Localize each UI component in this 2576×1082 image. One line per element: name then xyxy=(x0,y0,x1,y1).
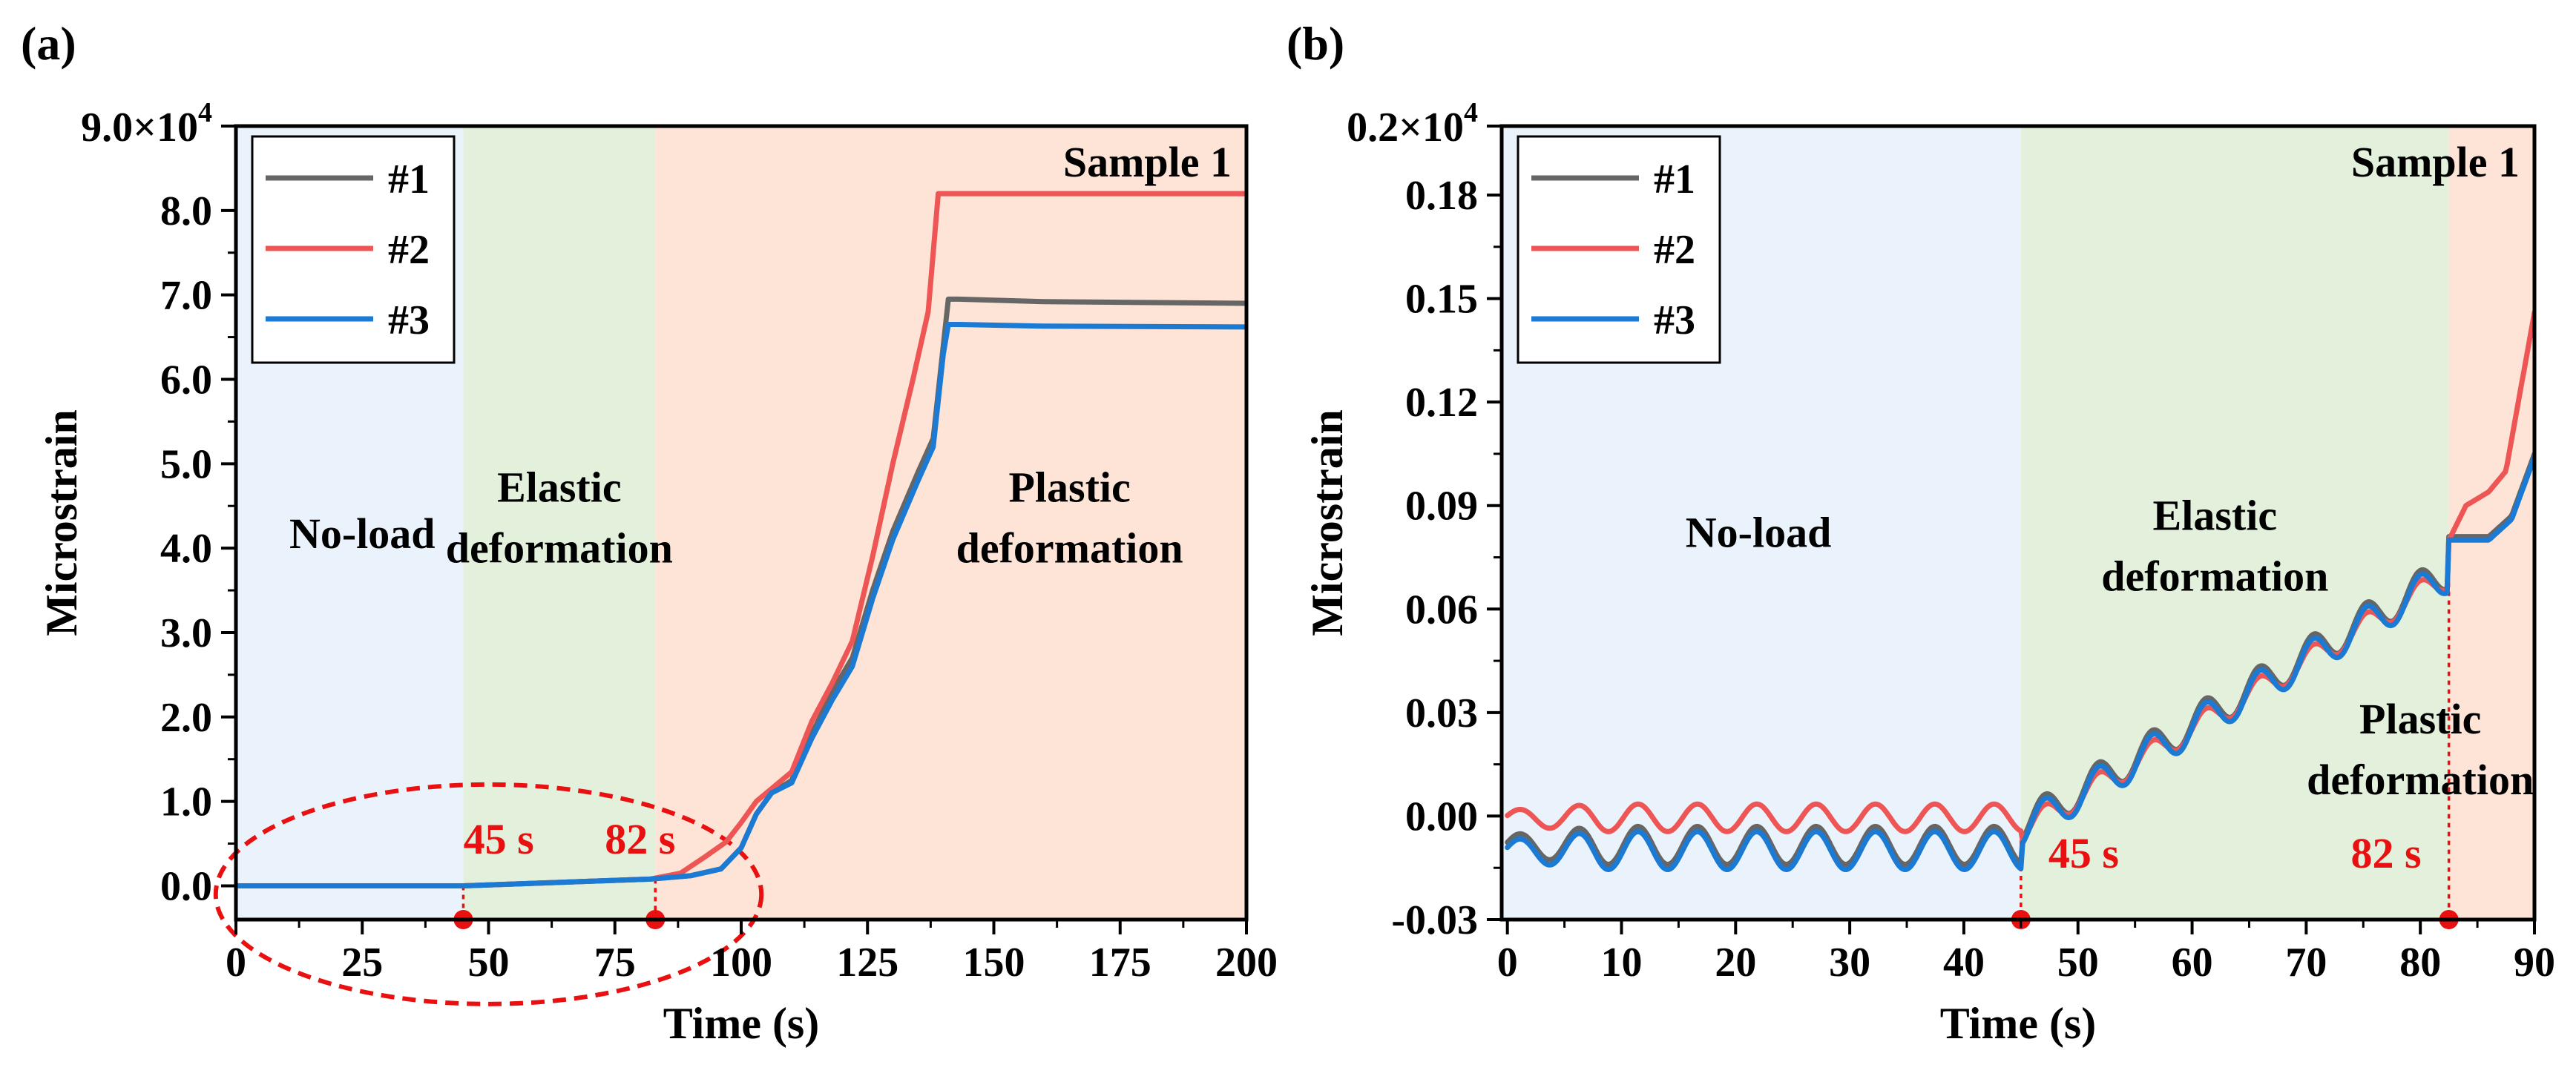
x-tick-label: 75 xyxy=(594,940,636,986)
y-tick-label: 1.0 xyxy=(160,779,212,825)
series-group xyxy=(236,191,1246,888)
x-tick-label: 80 xyxy=(2399,940,2441,986)
panel-a: No-load Elastic deformation Plastic deformat… xyxy=(21,17,1278,1048)
y-tick-label: 0.09 xyxy=(1405,484,1478,530)
y-axis-title: Microstrain xyxy=(37,409,86,636)
region-group xyxy=(1502,126,2534,920)
chart-title: Sample 1 xyxy=(1063,138,1232,186)
x-tick-label: 60 xyxy=(2172,940,2213,986)
y-tick-label: -0.03 xyxy=(1391,897,1478,943)
legend-label: #2 xyxy=(1654,227,1695,273)
y-tick-label: 4.0 xyxy=(160,526,212,572)
x-tick-label: 70 xyxy=(2285,940,2327,986)
region-label: No-load xyxy=(289,509,436,558)
series-line-2 xyxy=(236,191,1246,888)
y-tick-label: 2.0 xyxy=(160,695,212,741)
x-tick-label: 10 xyxy=(1601,940,1643,986)
x-tick-label: 30 xyxy=(1829,940,1870,986)
y-tick-label: 6.0 xyxy=(160,357,212,403)
x-tick-label: 150 xyxy=(963,940,1025,986)
x-tick-label: 20 xyxy=(1715,940,1756,986)
marker-label: 82 s xyxy=(2351,829,2422,877)
y-tick-label: 0.06 xyxy=(1405,587,1478,633)
y-tick-label: 0.03 xyxy=(1405,690,1478,736)
x-tick-label: 200 xyxy=(1215,940,1278,986)
x-tick-label: 0 xyxy=(226,940,246,986)
legend: #1 #2 #3 xyxy=(251,135,456,364)
panel-label: (a) xyxy=(21,17,76,70)
x-axis-title: Time (s) xyxy=(1940,999,2097,1048)
series-group xyxy=(1505,309,2534,872)
region-label: Plastic xyxy=(2359,695,2481,743)
x-tick-label: 50 xyxy=(2057,940,2099,986)
legend-label: #3 xyxy=(388,297,430,343)
legend: #1 #2 #3 xyxy=(1517,135,1721,364)
plot-frame xyxy=(1499,124,2537,922)
x-tick-label: 50 xyxy=(468,940,510,986)
region-plastic xyxy=(655,126,1246,920)
x-tick-label: 90 xyxy=(2514,940,2555,986)
series-line-2 xyxy=(1505,309,2534,844)
series-line-3 xyxy=(1505,455,2534,872)
y-axis-title: Microstrain xyxy=(1303,409,1352,636)
region-label: deformation xyxy=(446,524,673,573)
x-tick-label: 100 xyxy=(710,940,772,986)
region-label: deformation xyxy=(2307,756,2534,804)
marker-label: 45 s xyxy=(2048,829,2119,877)
legend-label: #1 xyxy=(1654,156,1695,202)
highlight-ellipse xyxy=(213,782,764,1006)
x-tick-label: 175 xyxy=(1089,940,1151,986)
region-label: Elastic xyxy=(2153,491,2278,539)
region-label: Plastic xyxy=(1009,464,1131,512)
region-label: Elastic xyxy=(497,464,622,512)
marker-label: 82 s xyxy=(605,815,675,863)
y-tick-label: 0.18 xyxy=(1405,173,1478,219)
y-exponent-base: 0.2×10 xyxy=(1347,105,1464,151)
panel-b: No-load Elastic deformation Plastic deformat… xyxy=(1287,17,2555,1048)
y-tick-label: 0.0 xyxy=(160,863,212,909)
legend-label: #2 xyxy=(388,227,430,273)
y-tick-label: 0.15 xyxy=(1405,277,1478,323)
legend-label: #3 xyxy=(1654,297,1695,343)
y-exponent-power: 4 xyxy=(1464,97,1478,128)
marker-label: 45 s xyxy=(464,815,534,863)
y-tick-label: 5.0 xyxy=(160,441,212,487)
series-line-3 xyxy=(236,322,1246,888)
y-exponent-label: 0.2×104 xyxy=(1347,97,1478,151)
y-exponent-power: 4 xyxy=(198,97,212,128)
x-tick-label: 40 xyxy=(1943,940,1985,986)
region-elastic xyxy=(2020,126,2449,920)
region-label: deformation xyxy=(2101,552,2328,600)
chart-title: Sample 1 xyxy=(2351,138,2520,186)
region-plastic xyxy=(2448,126,2534,920)
y-exponent-base: 9.0×10 xyxy=(81,105,198,151)
legend-label: #1 xyxy=(388,156,430,202)
x-tick-label: 0 xyxy=(1497,940,1518,986)
panel-label: (b) xyxy=(1287,17,1344,70)
y-tick-label: 3.0 xyxy=(160,610,212,656)
x-tick-label: 125 xyxy=(836,940,898,986)
y-tick-label: 7.0 xyxy=(160,273,212,319)
region-label: No-load xyxy=(1686,509,1832,557)
y-tick-label: 0.00 xyxy=(1405,794,1478,839)
region-label: deformation xyxy=(956,524,1183,573)
x-tick-label: 25 xyxy=(341,940,383,986)
y-exponent-label: 9.0×104 xyxy=(81,97,212,151)
y-tick-label: 8.0 xyxy=(160,188,212,234)
y-tick-label: 0.12 xyxy=(1405,380,1478,426)
x-axis-title: Time (s) xyxy=(663,999,820,1048)
